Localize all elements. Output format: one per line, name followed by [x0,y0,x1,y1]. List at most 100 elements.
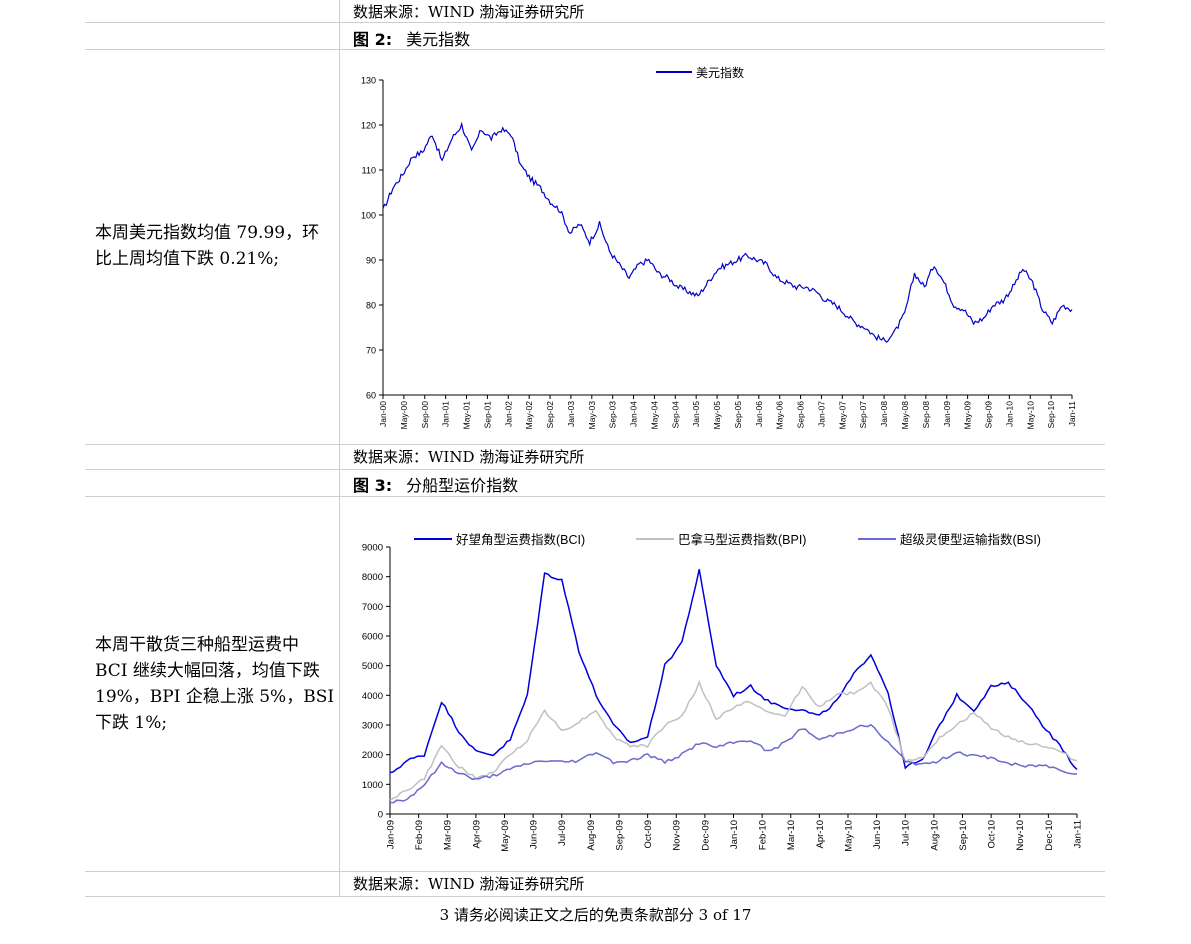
x-tick-label: Sep-09 [984,401,994,429]
figure-3-title-text: 分船型运价指数 [406,476,519,495]
x-tick-label: Sep-08 [921,401,931,429]
x-tick-label: Jan-02 [503,401,513,427]
y-tick-label: 60 [366,391,376,401]
y-tick-label: 90 [366,256,376,266]
x-tick-label: Mar-10 [786,820,797,850]
y-tick-label: 120 [361,121,376,131]
y-tick-label: 8000 [362,572,383,583]
x-tick-label: Sep-02 [545,401,555,429]
x-tick-label: Jan-06 [754,401,764,427]
x-tick-label: Dec-10 [1044,820,1055,851]
x-tick-label: Sep-07 [858,401,868,429]
x-tick-label: May-10 [1025,401,1035,430]
x-tick-label: Jan-09 [385,820,396,849]
x-tick-label: May-03 [587,401,597,430]
x-tick-label: Jan-04 [629,401,639,427]
divider [85,896,1105,897]
x-tick-label: Nov-10 [1015,820,1026,851]
x-tick-label: May-00 [399,401,409,430]
x-tick-label: Sep-06 [796,401,806,429]
x-tick-label: Sep-03 [608,401,618,429]
y-tick-label: 1000 [362,780,383,791]
x-tick-label: Jan-10 [1004,401,1014,427]
y-tick-label: 9000 [362,543,383,554]
x-tick-label: Apr-09 [471,820,482,849]
x-tick-label: Sep-01 [482,401,492,429]
y-tick-label: 100 [361,211,376,221]
legend-label: 美元指数 [696,65,744,80]
source-line: 数据来源：WIND 渤海证券研究所 [353,875,585,893]
y-tick-label: 3000 [362,721,383,732]
x-tick-label: May-05 [712,401,722,430]
x-tick-label: Aug-09 [586,820,597,851]
y-tick-label: 70 [366,346,376,356]
x-tick-label: Apr-10 [815,820,826,849]
x-tick-label: Oct-09 [643,820,654,849]
y-tick-label: 7000 [362,602,383,613]
series-line [382,121,1073,343]
x-tick-label: Sep-05 [733,401,743,429]
x-tick-label: Dec-09 [700,820,711,851]
x-tick-label: Jan-00 [378,401,388,427]
x-tick-label: Jul-09 [557,820,568,846]
legend-label: 超级灵便型运输指数(BSI) [900,532,1041,547]
divider [85,469,1105,470]
figure-2-title-text: 美元指数 [406,30,471,49]
x-tick-label: Sep-00 [420,401,430,429]
x-tick-label: Aug-10 [929,820,940,851]
source-line: 数据来源：WIND 渤海证券研究所 [353,3,585,21]
column-divider [339,0,340,896]
x-tick-label: May-07 [837,401,847,430]
figure-3-title: 图 3: 分船型运价指数 [353,472,518,496]
x-tick-label: Jan-05 [691,401,701,427]
x-tick-label: May-01 [462,401,472,430]
x-tick-label: Jan-10 [729,820,740,849]
x-tick-label: Sep-04 [670,401,680,429]
x-tick-label: Jun-09 [529,820,540,849]
page-footer: 3 请务必阅读正文之后的免责条款部分 3 of 17 [439,906,752,924]
x-tick-label: May-04 [649,401,659,430]
x-tick-label: Sep-10 [958,820,969,851]
x-tick-label: Nov-09 [672,820,683,851]
figure-2-number: 图 2: [353,30,393,49]
divider [85,871,1105,872]
x-tick-label: Jan-11 [1067,401,1077,427]
y-tick-label: 80 [366,301,376,311]
x-tick-label: Jan-08 [879,401,889,427]
source-line: 数据来源：WIND 渤海证券研究所 [353,448,585,466]
x-tick-label: Jan-09 [942,401,952,427]
divider [85,444,1105,445]
dollar-index-chart: 60 70 80 90 100 110 120 130 Jan-00 May-00 Sep-00 Ja… [361,65,1077,430]
x-tick-label: May-08 [900,401,910,430]
x-tick-label: Feb-09 [414,820,425,850]
y-tick-label: 2000 [362,750,383,761]
figure-2-comment: 本周美元指数均值 79.99，环比上周均值下跌 0.21%; [95,223,320,269]
x-tick-label: Feb-10 [758,820,769,850]
figure-3-comment: 本周干散货三种船型运费中 BCI 继续大幅回落，均值下跌 19%，BPI 企稳上… [95,635,335,733]
y-tick-label: 6000 [362,632,383,643]
x-tick-label: May-10 [843,820,854,852]
y-tick-label: 4000 [362,691,383,702]
y-tick-label: 110 [362,166,376,176]
x-tick-label: Jun-10 [872,820,883,849]
x-tick-label: Jul-10 [901,820,912,846]
figure-3-number: 图 3: [353,476,393,495]
freight-index-chart: 0 1000 2000 3000 4000 5000 6000 7000 8000 9000 Jan… [362,532,1084,852]
x-tick-label: Jan-03 [566,401,576,427]
series-line [389,723,1078,804]
legend-label: 巴拿马型运费指数(BPI) [678,532,806,547]
x-tick-label: May-09 [500,820,511,852]
legend-label: 好望角型运费指数(BCI) [456,532,585,547]
x-tick-label: Mar-09 [443,820,454,850]
divider [85,22,1105,23]
x-tick-label: May-06 [775,401,785,430]
x-tick-label: Jan-01 [441,401,451,427]
x-tick-label: Jan-11 [1072,820,1083,848]
series-line [389,679,1078,801]
y-tick-label: 5000 [362,661,383,672]
y-tick-label: 130 [361,76,376,86]
x-tick-label: Sep-10 [1046,401,1056,429]
x-tick-label: May-09 [963,401,973,430]
y-tick-label: 0 [378,810,383,821]
x-tick-label: Oct-10 [987,820,998,849]
